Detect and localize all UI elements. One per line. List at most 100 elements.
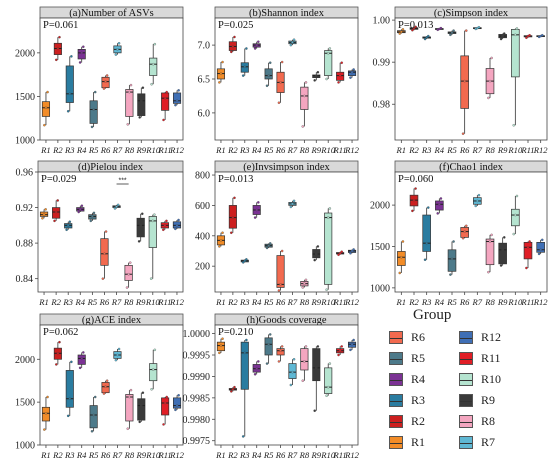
data-point [255,43,258,47]
data-point [56,47,60,50]
data-point [126,123,130,126]
box-R4 [77,45,86,64]
box-body [172,92,182,104]
data-point [138,420,141,424]
box-R5 [264,61,273,88]
x-tick-label: R9 [311,145,322,155]
box-R5 [264,333,273,365]
box-R7 [112,203,121,210]
data-point [243,65,247,69]
data-point [66,224,70,227]
data-point [150,82,153,86]
box-body [148,216,157,248]
data-point [104,385,107,388]
x-tick-label: R9 [497,145,508,155]
legend-label: R9 [481,393,496,407]
data-point [257,360,260,363]
data-point [328,362,332,365]
x-tick-label: R1 [40,145,51,155]
data-point [141,391,145,394]
box-R12 [172,89,182,107]
box-R12 [172,218,182,231]
chart-panel-8: (h)Goods coverage 0.9975 0.9980 0.9985 0.999… [183,313,360,458]
data-point [218,81,221,84]
data-point [43,123,46,127]
data-point [151,368,155,371]
x-tick-label: R3 [62,297,73,307]
data-point [219,72,223,75]
x-tick-label: R9 [497,297,508,307]
box-R9 [312,70,321,82]
data-point [512,124,515,127]
box-R10 [511,27,520,127]
x-tick-label: R2 [52,450,63,458]
x-tick-label: R8 [124,450,135,458]
data-point [316,345,320,348]
x-tick-label: R12 [344,145,360,155]
data-point [117,42,121,45]
data-point [279,81,282,84]
box-R10 [324,207,333,291]
box-body [324,367,333,394]
data-point [113,207,117,210]
data-point [265,84,269,88]
data-point [423,37,427,41]
data-point [70,360,73,364]
data-point [163,96,167,100]
data-point [289,205,293,209]
x-tick-label: R6 [459,297,470,307]
chart-title: (c)Simpson index [434,8,509,19]
data-point [58,340,61,344]
data-point [503,32,506,35]
data-point [328,207,332,210]
data-point [279,349,282,352]
data-point [92,211,96,215]
box-body [136,217,145,238]
data-point [526,246,530,249]
box-R8 [124,261,133,289]
p-value-annotation: P=0.060 [398,174,433,185]
data-point [325,77,328,81]
y-tick-label: 0.9995 [183,351,211,362]
data-point [174,408,177,412]
data-point [129,83,133,87]
data-point [44,106,48,110]
data-point [316,245,320,248]
data-point [450,257,454,261]
data-point [257,40,260,43]
data-point [265,246,269,250]
data-point [267,74,270,77]
x-tick-label: R3 [239,450,250,458]
box-body [124,264,133,281]
legend-swatch [459,373,473,386]
box-R1 [41,90,51,127]
data-point [177,218,180,222]
box-R6 [100,230,109,280]
y-tick-label: 1.00 [373,16,391,27]
x-tick-label: R3 [239,297,250,307]
y-tick-label: 200 [195,262,210,273]
data-point [56,199,59,202]
data-point [114,53,118,56]
p-value-annotation: P=0.025 [218,20,253,31]
box-body [125,394,134,422]
plot-frame [214,324,359,446]
box-R4 [252,40,261,50]
chart-title: (h)Goods coverage [246,315,327,326]
box-R5 [447,29,457,37]
data-point [474,204,477,208]
y-tick-label: 2000 [15,355,35,366]
box-R9 [137,391,146,424]
box-body [77,49,86,60]
data-point [174,227,177,231]
y-tick-label: 1500 [15,92,35,103]
box-R8 [125,388,134,430]
legend-label: R11 [481,351,501,365]
box-body [161,397,170,416]
data-point [91,215,94,218]
data-point [449,273,452,276]
data-point [68,220,72,224]
box-R1 [397,28,406,35]
box-body [498,242,507,265]
data-point [70,55,73,58]
